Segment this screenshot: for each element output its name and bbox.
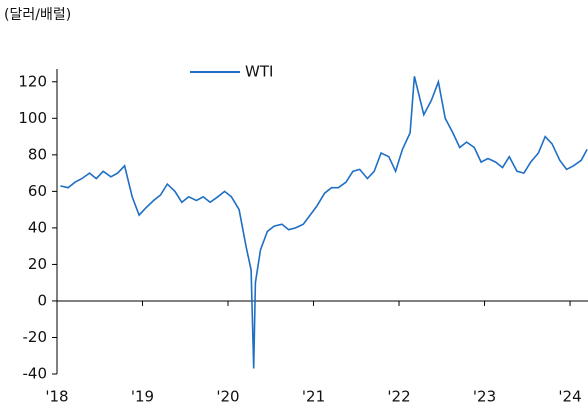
y-tick-label: 20 (28, 255, 47, 273)
y-tick-label: 40 (28, 218, 47, 236)
x-tick-label: '18 (45, 388, 68, 406)
x-tick-label: '22 (387, 388, 410, 406)
y-tick-label: 120 (18, 72, 47, 90)
y-tick-label: 80 (28, 145, 47, 163)
line (60, 76, 588, 369)
y-tick-label: 0 (37, 291, 47, 309)
y-tick-label: 100 (18, 109, 47, 127)
x-tick-label: '20 (216, 388, 239, 406)
y-tick-label: 60 (28, 182, 47, 200)
legend-label: WTI (245, 63, 273, 81)
y-tick-label: -40 (23, 365, 48, 383)
x-tick-label: '24 (558, 388, 581, 406)
x-tick-label: '19 (131, 388, 154, 406)
y-tick-label: -20 (23, 328, 48, 346)
x-tick-label: '23 (473, 388, 496, 406)
chart-title: (달러/배럴) (4, 7, 71, 23)
x-tick-label: '21 (302, 388, 325, 406)
